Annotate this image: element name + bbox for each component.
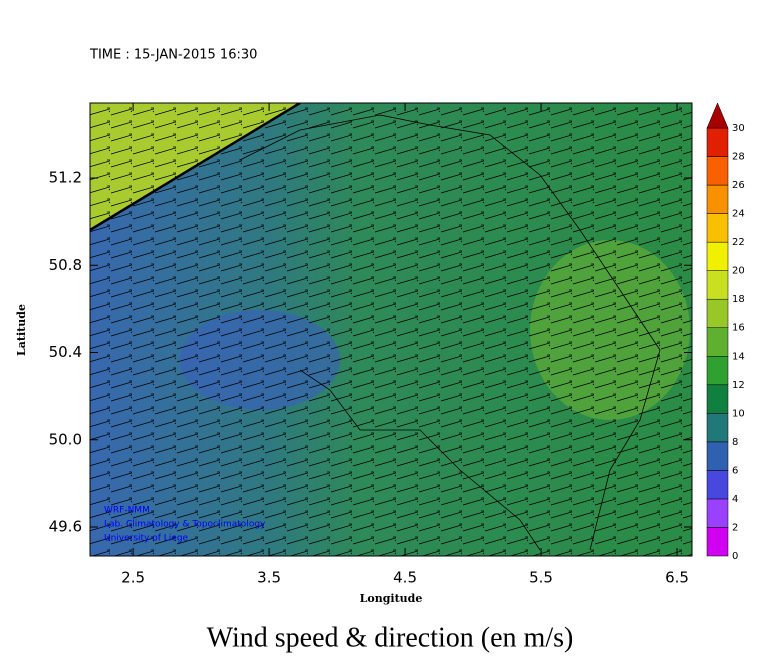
colorbar-segment — [706, 213, 729, 243]
credit: Lab. Climatology & Topoclimatology — [104, 520, 266, 530]
colorbar-label: 16 — [732, 323, 745, 334]
colorbar-label: 2 — [732, 522, 738, 533]
colorbar-segment — [706, 356, 729, 386]
colorbar-label: 30 — [732, 123, 745, 134]
y-tick-label: 50.0 — [49, 430, 82, 448]
colorbar-label: 12 — [732, 380, 745, 391]
colorbar-label: 18 — [732, 294, 745, 305]
time-label: TIME : 15-JAN-2015 16:30 — [89, 48, 257, 63]
colorbar-segment — [706, 270, 729, 300]
colorbar-label: 8 — [732, 437, 738, 448]
colorbar-label: 26 — [732, 180, 745, 191]
colorbar-label: 28 — [732, 152, 745, 163]
x-tick-label: 4.5 — [393, 569, 417, 587]
map-field — [90, 103, 692, 556]
chart-title: Wind speed & direction (en m/s) — [207, 622, 574, 653]
colorbar-label: 10 — [732, 408, 745, 419]
x-tick-label: 2.5 — [121, 569, 145, 587]
colorbar-segment — [706, 156, 729, 186]
colorbar-segment — [706, 384, 729, 414]
x-tick-label: 3.5 — [257, 569, 281, 587]
colorbar-segment — [706, 241, 729, 271]
x-axis-label: Longitude — [360, 592, 423, 605]
colorbar-segment — [706, 127, 729, 157]
colorbar-label: 24 — [732, 209, 745, 220]
plot-frame — [89, 102, 693, 557]
colorbar-segment — [706, 470, 729, 500]
colorbar-segment — [706, 413, 729, 443]
x-tick-label: 5.5 — [529, 569, 553, 587]
colorbar-label: 4 — [732, 494, 738, 505]
credit: WRF-NMM — [104, 506, 150, 516]
colorbar-segment — [706, 184, 729, 214]
x-tick-label: 6.5 — [665, 569, 689, 587]
y-tick-label: 50.4 — [49, 343, 82, 361]
credit: University of Liege — [104, 534, 189, 544]
colorbar-segment — [706, 298, 729, 328]
y-tick-label: 49.6 — [49, 517, 82, 535]
colorbar-label: 6 — [732, 465, 738, 476]
colorbar-segment — [706, 441, 729, 471]
colorbar-label: 0 — [732, 551, 738, 562]
colorbar-label: 22 — [732, 237, 745, 248]
colorbar-over — [706, 102, 729, 129]
colorbar-segment — [706, 498, 729, 528]
y-tick-label: 51.2 — [49, 169, 82, 187]
y-tick-label: 50.8 — [49, 256, 82, 274]
colorbar-label: 20 — [732, 266, 745, 277]
y-axis-label: Latitude — [15, 304, 28, 356]
colorbar-segment — [706, 327, 729, 357]
colorbar-label: 14 — [732, 351, 745, 362]
colorbar-segment — [706, 527, 729, 557]
